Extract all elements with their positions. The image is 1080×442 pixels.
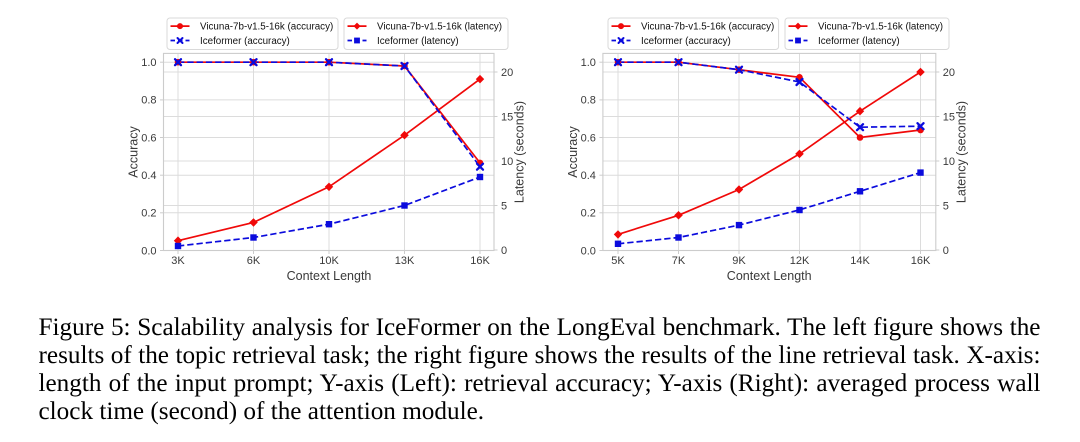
svg-text:1.0: 1.0 (141, 57, 156, 69)
svg-text:Vicuna-7b-v1.5-16k (accuracy): Vicuna-7b-v1.5-16k (accuracy) (200, 22, 333, 33)
svg-text:5K: 5K (611, 255, 625, 267)
svg-text:Accuracy: Accuracy (566, 126, 580, 178)
svg-text:0: 0 (501, 245, 507, 257)
svg-text:13K: 13K (395, 255, 415, 267)
svg-text:0.8: 0.8 (141, 95, 156, 107)
svg-text:Vicuna-7b-v1.5-16k (latency): Vicuna-7b-v1.5-16k (latency) (377, 22, 502, 33)
svg-text:16K: 16K (911, 255, 931, 267)
svg-text:16K: 16K (470, 255, 490, 267)
svg-text:3K: 3K (171, 255, 185, 267)
svg-text:0.4: 0.4 (581, 170, 596, 182)
svg-text:Context Length: Context Length (287, 269, 372, 283)
svg-text:0.2: 0.2 (141, 208, 156, 220)
svg-text:0: 0 (943, 245, 949, 257)
svg-text:0.6: 0.6 (141, 132, 156, 144)
svg-text:Iceformer (latency): Iceformer (latency) (818, 36, 900, 47)
svg-text:7K: 7K (672, 255, 686, 267)
svg-text:15: 15 (501, 111, 513, 123)
svg-text:0.0: 0.0 (581, 245, 596, 257)
svg-text:0.0: 0.0 (141, 245, 156, 257)
svg-text:10K: 10K (319, 255, 339, 267)
svg-text:20: 20 (943, 67, 955, 79)
svg-text:Iceformer (accuracy): Iceformer (accuracy) (200, 36, 290, 47)
svg-text:5: 5 (943, 200, 949, 212)
svg-text:12K: 12K (790, 255, 810, 267)
svg-text:0.8: 0.8 (581, 95, 596, 107)
svg-text:15: 15 (943, 111, 955, 123)
svg-text:Iceformer (accuracy): Iceformer (accuracy) (641, 36, 731, 47)
svg-text:0.4: 0.4 (141, 170, 156, 182)
svg-text:20: 20 (501, 67, 513, 79)
svg-text:14K: 14K (850, 255, 870, 267)
svg-text:0.2: 0.2 (581, 208, 596, 220)
svg-text:0.6: 0.6 (581, 132, 596, 144)
svg-text:Accuracy: Accuracy (127, 126, 141, 178)
svg-text:10: 10 (943, 156, 955, 168)
svg-text:Vicuna-7b-v1.5-16k (accuracy): Vicuna-7b-v1.5-16k (accuracy) (641, 22, 774, 33)
svg-text:Context Length: Context Length (727, 269, 812, 283)
svg-text:10: 10 (501, 156, 513, 168)
svg-text:6K: 6K (247, 255, 261, 267)
svg-text:5: 5 (501, 200, 507, 212)
svg-text:Latency (seconds): Latency (seconds) (513, 101, 527, 203)
svg-text:9K: 9K (732, 255, 746, 267)
svg-text:Vicuna-7b-v1.5-16k (latency): Vicuna-7b-v1.5-16k (latency) (818, 22, 943, 33)
svg-text:Iceformer (latency): Iceformer (latency) (377, 36, 459, 47)
svg-text:Latency (seconds): Latency (seconds) (954, 101, 968, 203)
svg-text:1.0: 1.0 (581, 57, 596, 69)
